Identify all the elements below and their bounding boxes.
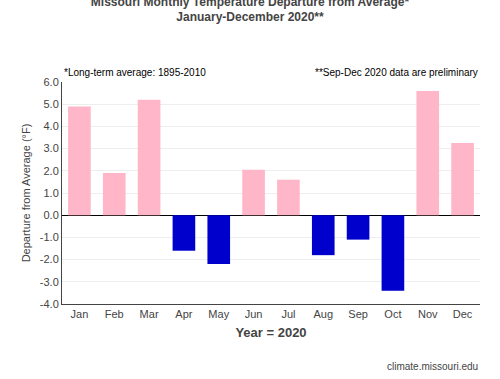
svg-text:-4.0: -4.0 <box>40 298 59 310</box>
svg-text:Mar: Mar <box>140 308 159 320</box>
svg-text:Feb: Feb <box>105 308 124 320</box>
svg-text:-2.0: -2.0 <box>40 253 59 265</box>
svg-text:Jun: Jun <box>245 308 263 320</box>
svg-text:**Sep-Dec 2020 data are prelim: **Sep-Dec 2020 data are preliminary <box>315 67 478 78</box>
svg-text:4.0: 4.0 <box>44 120 59 132</box>
svg-text:6.0: 6.0 <box>44 76 59 88</box>
svg-text:Dec: Dec <box>453 308 473 320</box>
svg-text:Aug: Aug <box>313 308 333 320</box>
svg-text:Apr: Apr <box>175 308 192 320</box>
svg-text:*Long-term average: 1895-2010: *Long-term average: 1895-2010 <box>64 67 206 78</box>
svg-text:5.0: 5.0 <box>44 98 59 110</box>
svg-text:3.0: 3.0 <box>44 142 59 154</box>
svg-text:Sep: Sep <box>348 308 368 320</box>
svg-text:-1.0: -1.0 <box>40 231 59 243</box>
svg-text:May: May <box>208 308 229 320</box>
svg-text:Year = 2020: Year = 2020 <box>235 325 306 340</box>
svg-text:climate.missouri.edu: climate.missouri.edu <box>387 361 478 372</box>
svg-text:1.0: 1.0 <box>44 187 59 199</box>
svg-text:Nov: Nov <box>418 308 438 320</box>
svg-text:Jan: Jan <box>71 308 89 320</box>
svg-text:-3.0: -3.0 <box>40 276 59 288</box>
svg-text:Oct: Oct <box>384 308 401 320</box>
svg-text:2.0: 2.0 <box>44 165 59 177</box>
svg-text:Jul: Jul <box>281 308 295 320</box>
svg-text:0.0: 0.0 <box>44 209 59 221</box>
svg-text:Departure from Average (°F): Departure from Average (°F) <box>20 124 32 263</box>
svg-text:Missouri Monthly Temperature D: Missouri Monthly Temperature Departure f… <box>91 0 410 24</box>
